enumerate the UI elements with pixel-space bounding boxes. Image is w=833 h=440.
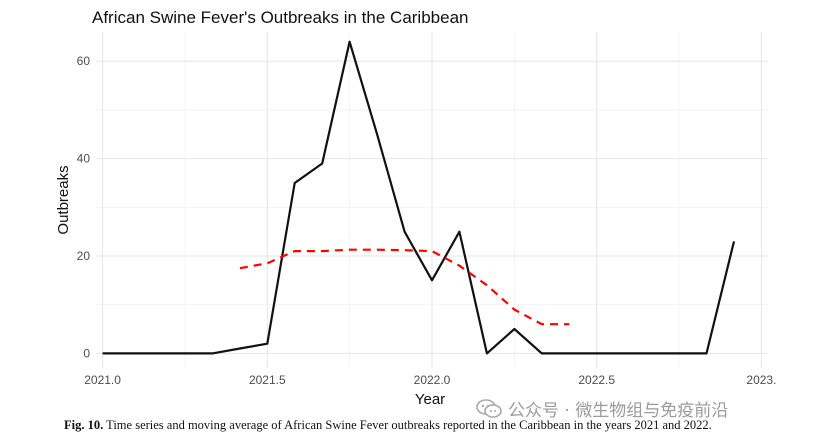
x-tick-label: 2022.0 xyxy=(414,373,451,387)
series xyxy=(102,40,736,355)
x-tick-label: 2021.5 xyxy=(249,373,286,387)
watermark-text: 公众号 · 微生物组与免疫前沿 xyxy=(508,401,729,421)
caption-text: Time series and moving average of Africa… xyxy=(106,418,712,432)
y-tick-label: 0 xyxy=(83,346,90,360)
x-tick-label: 2022.5 xyxy=(578,373,615,387)
x-axis-label: Year xyxy=(415,391,445,408)
watermark: 公众号 · 微生物组与免疫前沿 xyxy=(476,396,728,421)
moving-average-line xyxy=(239,248,570,326)
wechat-icon xyxy=(476,398,502,419)
chart-title: African Swine Fever's Outbreaks in the C… xyxy=(92,8,468,27)
y-tick-label: 40 xyxy=(77,152,91,166)
y-tick-label: 60 xyxy=(77,54,91,68)
figure-caption: Fig. 10. Time series and moving average … xyxy=(64,418,712,433)
tick-labels: 2021.0 2021.5 2022.0 2022.5 2023. 0 20 40 60 xyxy=(77,54,777,387)
y-axis-label: Outbreaks xyxy=(55,165,72,234)
y-tick-label: 20 xyxy=(77,249,91,263)
caption-label: Fig. 10. xyxy=(64,418,104,432)
x-tick-label: 2023. xyxy=(746,373,776,387)
line-chart: African Swine Fever's Outbreaks in the C… xyxy=(55,8,777,408)
grid xyxy=(96,32,768,368)
outbreaks-line xyxy=(102,40,736,355)
x-tick-label: 2021.0 xyxy=(84,373,121,387)
